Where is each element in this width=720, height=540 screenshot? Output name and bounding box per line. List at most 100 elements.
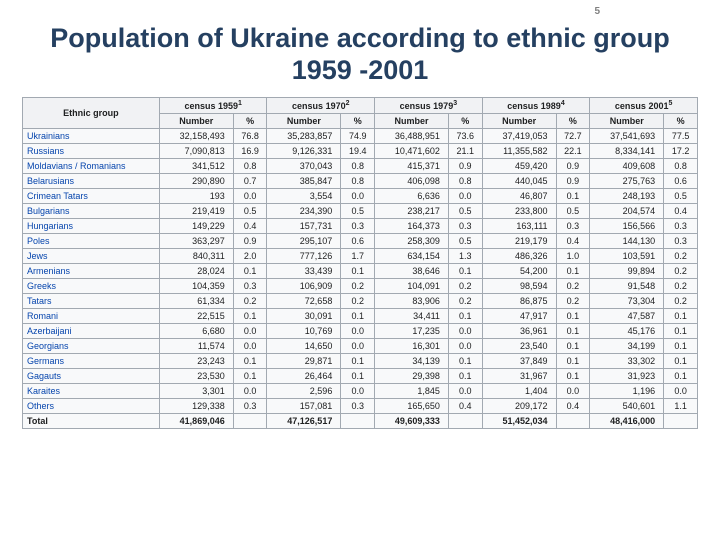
percent-cell: 0.5 — [233, 203, 267, 218]
ethnic-group-cell: Crimean Tatars — [23, 188, 160, 203]
number-cell: 23,540 — [482, 338, 556, 353]
number-cell: 295,107 — [267, 233, 341, 248]
number-cell: 23,530 — [159, 368, 233, 383]
total-row: Total41,869,04647,126,51749,609,33351,45… — [23, 413, 698, 428]
percent-cell: 1.0 — [556, 248, 590, 263]
number-cell: 540,601 — [590, 398, 664, 413]
percent-cell: 0.2 — [664, 248, 698, 263]
percent-cell: 0.1 — [664, 338, 698, 353]
percent-cell: 0.1 — [556, 188, 590, 203]
table-row: Romani22,5150.130,0910.134,4110.147,9170… — [23, 308, 698, 323]
percent-cell: 16.9 — [233, 143, 267, 158]
percent-cell: 22.1 — [556, 143, 590, 158]
number-cell: 144,130 — [590, 233, 664, 248]
percent-cell: 0.0 — [233, 188, 267, 203]
number-cell: 370,043 — [267, 158, 341, 173]
percent-cell: 0.4 — [556, 233, 590, 248]
percent-cell: 19.4 — [341, 143, 375, 158]
col-number: Number — [482, 113, 556, 128]
table-row: Poles363,2970.9295,1070.6258,3090.5219,1… — [23, 233, 698, 248]
table-row: Germans23,2430.129,8710.134,1390.137,849… — [23, 353, 698, 368]
number-cell: 46,807 — [482, 188, 556, 203]
percent-cell: 0.0 — [448, 323, 482, 338]
col-number: Number — [159, 113, 233, 128]
number-cell: 459,420 — [482, 158, 556, 173]
percent-cell: 0.8 — [233, 158, 267, 173]
number-cell: 1,196 — [590, 383, 664, 398]
number-cell: 34,411 — [375, 308, 449, 323]
number-cell: 33,302 — [590, 353, 664, 368]
number-cell: 91,548 — [590, 278, 664, 293]
number-cell: 1,845 — [375, 383, 449, 398]
percent-cell: 0.8 — [664, 158, 698, 173]
percent-cell: 73.6 — [448, 128, 482, 143]
percent-cell: 0.0 — [233, 383, 267, 398]
percent-cell: 0.2 — [664, 263, 698, 278]
ethnic-group-cell: Belarusians — [23, 173, 160, 188]
ethnic-group-cell: Georgians — [23, 338, 160, 353]
number-cell: 233,800 — [482, 203, 556, 218]
number-cell: 157,731 — [267, 218, 341, 233]
total-percent-cell — [448, 413, 482, 428]
number-cell: 129,338 — [159, 398, 233, 413]
number-cell: 29,871 — [267, 353, 341, 368]
percent-cell: 0.8 — [448, 173, 482, 188]
col-percent: % — [664, 113, 698, 128]
col-number: Number — [267, 113, 341, 128]
col-number: Number — [375, 113, 449, 128]
ethnic-group-cell: Poles — [23, 233, 160, 248]
percent-cell: 0.4 — [556, 398, 590, 413]
table-row: Karaites3,3010.02,5960.01,8450.01,4040.0… — [23, 383, 698, 398]
table-row: Greeks104,3590.3106,9090.2104,0910.298,5… — [23, 278, 698, 293]
table-row: Gagauts23,5300.126,4640.129,3980.131,967… — [23, 368, 698, 383]
percent-cell: 0.0 — [341, 383, 375, 398]
percent-cell: 1.1 — [664, 398, 698, 413]
percent-cell: 0.1 — [341, 353, 375, 368]
page-number: 5 — [594, 6, 600, 17]
number-cell: 486,326 — [482, 248, 556, 263]
ethnic-group-cell: Tatars — [23, 293, 160, 308]
percent-cell: 0.1 — [664, 308, 698, 323]
total-number-cell: 47,126,517 — [267, 413, 341, 428]
ethnic-group-cell: Karaites — [23, 383, 160, 398]
number-cell: 14,650 — [267, 338, 341, 353]
percent-cell: 72.7 — [556, 128, 590, 143]
ethnic-group-cell: Greeks — [23, 278, 160, 293]
col-census-1989: census 19894 — [482, 97, 590, 113]
percent-cell: 0.3 — [233, 398, 267, 413]
percent-cell: 0.3 — [341, 398, 375, 413]
table-row: Belarusians290,8900.7385,8470.8406,0980.… — [23, 173, 698, 188]
number-cell: 341,512 — [159, 158, 233, 173]
percent-cell: 74.9 — [341, 128, 375, 143]
number-cell: 219,179 — [482, 233, 556, 248]
table-row: Moldavians / Romanians341,5120.8370,0430… — [23, 158, 698, 173]
number-cell: 45,176 — [590, 323, 664, 338]
percent-cell: 0.9 — [448, 158, 482, 173]
table-row: Hungarians149,2290.4157,7310.3164,3730.3… — [23, 218, 698, 233]
number-cell: 34,199 — [590, 338, 664, 353]
number-cell: 3,301 — [159, 383, 233, 398]
number-cell: 17,235 — [375, 323, 449, 338]
percent-cell: 0.8 — [341, 158, 375, 173]
number-cell: 37,849 — [482, 353, 556, 368]
number-cell: 34,139 — [375, 353, 449, 368]
number-cell: 31,967 — [482, 368, 556, 383]
percent-cell: 0.3 — [664, 233, 698, 248]
percent-cell: 0.1 — [556, 308, 590, 323]
number-cell: 9,126,331 — [267, 143, 341, 158]
percent-cell: 0.4 — [233, 218, 267, 233]
percent-cell: 17.2 — [664, 143, 698, 158]
number-cell: 37,419,053 — [482, 128, 556, 143]
percent-cell: 0.1 — [556, 323, 590, 338]
percent-cell: 0.2 — [664, 293, 698, 308]
number-cell: 634,154 — [375, 248, 449, 263]
ethnic-group-cell: Hungarians — [23, 218, 160, 233]
percent-cell: 0.3 — [556, 218, 590, 233]
col-number: Number — [590, 113, 664, 128]
number-cell: 106,909 — [267, 278, 341, 293]
number-cell: 156,566 — [590, 218, 664, 233]
number-cell: 238,217 — [375, 203, 449, 218]
percent-cell: 0.1 — [664, 368, 698, 383]
percent-cell: 76.8 — [233, 128, 267, 143]
percent-cell: 1.7 — [341, 248, 375, 263]
